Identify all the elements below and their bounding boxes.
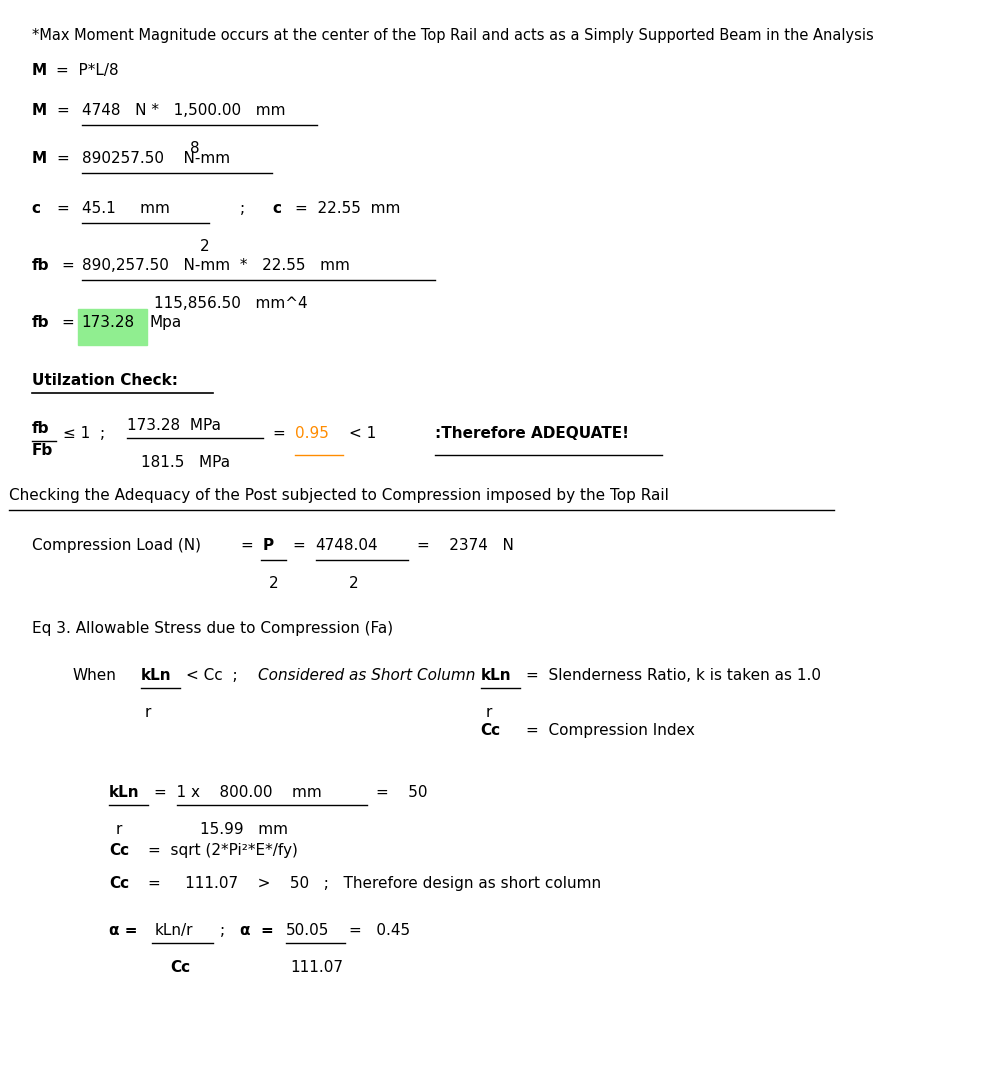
Text: Utilzation Check:: Utilzation Check: xyxy=(32,373,178,388)
Text: kLn: kLn xyxy=(109,785,139,800)
Text: c: c xyxy=(32,201,41,216)
Text: =     111.07    >    50   ;   Therefore design as short column: = 111.07 > 50 ; Therefore design as shor… xyxy=(148,876,601,891)
Text: ≤ 1  ;: ≤ 1 ; xyxy=(63,426,106,441)
Text: 2: 2 xyxy=(268,576,278,591)
Text: *Max Moment Magnitude occurs at the center of the Top Rail and acts as a Simply : *Max Moment Magnitude occurs at the cent… xyxy=(32,28,874,43)
Text: Cc: Cc xyxy=(170,960,190,975)
Text: P: P xyxy=(263,538,274,553)
FancyBboxPatch shape xyxy=(78,309,147,346)
Text: =: = xyxy=(292,538,304,553)
Text: 2: 2 xyxy=(199,239,209,254)
Text: 115,856.50   mm^4: 115,856.50 mm^4 xyxy=(154,296,308,311)
Text: kLn/r: kLn/r xyxy=(154,923,192,938)
Text: =  1 x    800.00    mm: = 1 x 800.00 mm xyxy=(154,785,322,800)
Text: Cc: Cc xyxy=(480,723,500,738)
Text: 2: 2 xyxy=(349,576,358,591)
Text: kLn: kLn xyxy=(480,668,512,684)
Text: r: r xyxy=(145,705,151,720)
Text: α =: α = xyxy=(109,923,137,938)
Text: fb: fb xyxy=(32,258,49,273)
Text: =  22.55  mm: = 22.55 mm xyxy=(294,201,400,216)
Text: < Cc  ;: < Cc ; xyxy=(186,668,237,684)
Text: 15.99   mm: 15.99 mm xyxy=(199,822,287,837)
Text: Cc: Cc xyxy=(109,843,129,858)
Text: ;: ; xyxy=(240,201,245,216)
Text: 8: 8 xyxy=(190,141,200,156)
Text: M: M xyxy=(32,103,47,118)
Text: When: When xyxy=(72,668,116,684)
Text: 50.05: 50.05 xyxy=(285,923,329,938)
Text: 4748   N *   1,500.00   mm: 4748 N * 1,500.00 mm xyxy=(82,103,285,118)
Text: M: M xyxy=(32,63,47,78)
Text: =: = xyxy=(240,538,253,553)
Text: Cc: Cc xyxy=(109,876,129,891)
Text: 45.1     mm: 45.1 mm xyxy=(82,201,169,216)
Text: 173.28: 173.28 xyxy=(82,315,135,330)
Text: =: = xyxy=(272,426,285,441)
Text: :Therefore ADEQUATE!: :Therefore ADEQUATE! xyxy=(435,426,630,441)
Text: =  sqrt (2*Pi²*E*/fy): = sqrt (2*Pi²*E*/fy) xyxy=(148,843,297,858)
Text: 890257.50    N-mm: 890257.50 N-mm xyxy=(82,151,230,166)
Text: fb: fb xyxy=(32,315,49,330)
Text: ;: ; xyxy=(219,923,224,938)
Text: 181.5   MPa: 181.5 MPa xyxy=(140,455,229,470)
Text: 0.95: 0.95 xyxy=(294,426,328,441)
Text: Eq 3. Allowable Stress due to Compression (Fa): Eq 3. Allowable Stress due to Compressio… xyxy=(32,621,392,636)
Text: 4748.04: 4748.04 xyxy=(315,538,378,553)
Text: kLn: kLn xyxy=(140,668,171,684)
Text: =    2374   N: = 2374 N xyxy=(417,538,515,553)
Text: Checking the Adequacy of the Post subjected to Compression imposed by the Top Ra: Checking the Adequacy of the Post subjec… xyxy=(9,488,669,503)
Text: c: c xyxy=(272,201,281,216)
Text: 890,257.50   N-mm  *   22.55   mm: 890,257.50 N-mm * 22.55 mm xyxy=(82,258,349,273)
Text: 173.28  MPa: 173.28 MPa xyxy=(127,418,221,433)
Text: =: = xyxy=(62,315,74,330)
Text: Fb: Fb xyxy=(32,443,53,458)
Text: r: r xyxy=(485,705,491,720)
Text: =: = xyxy=(56,201,69,216)
Text: =    50: = 50 xyxy=(376,785,427,800)
Text: < 1: < 1 xyxy=(349,426,376,441)
Text: =: = xyxy=(56,103,69,118)
Text: =  Slenderness Ratio, k is taken as 1.0: = Slenderness Ratio, k is taken as 1.0 xyxy=(527,668,821,684)
Text: α  =: α = xyxy=(240,923,274,938)
Text: =  P*L/8: = P*L/8 xyxy=(56,63,119,78)
Text: Considered as Short Column: Considered as Short Column xyxy=(258,668,475,684)
Text: =: = xyxy=(56,151,69,166)
Text: Mpa: Mpa xyxy=(150,315,182,330)
Text: =   0.45: = 0.45 xyxy=(349,923,410,938)
Text: M: M xyxy=(32,151,47,166)
Text: =  Compression Index: = Compression Index xyxy=(527,723,695,738)
Text: 111.07: 111.07 xyxy=(290,960,343,975)
Text: Compression Load (N): Compression Load (N) xyxy=(32,538,201,553)
Text: r: r xyxy=(115,822,121,837)
Text: fb: fb xyxy=(32,421,49,436)
Text: =: = xyxy=(62,258,74,273)
